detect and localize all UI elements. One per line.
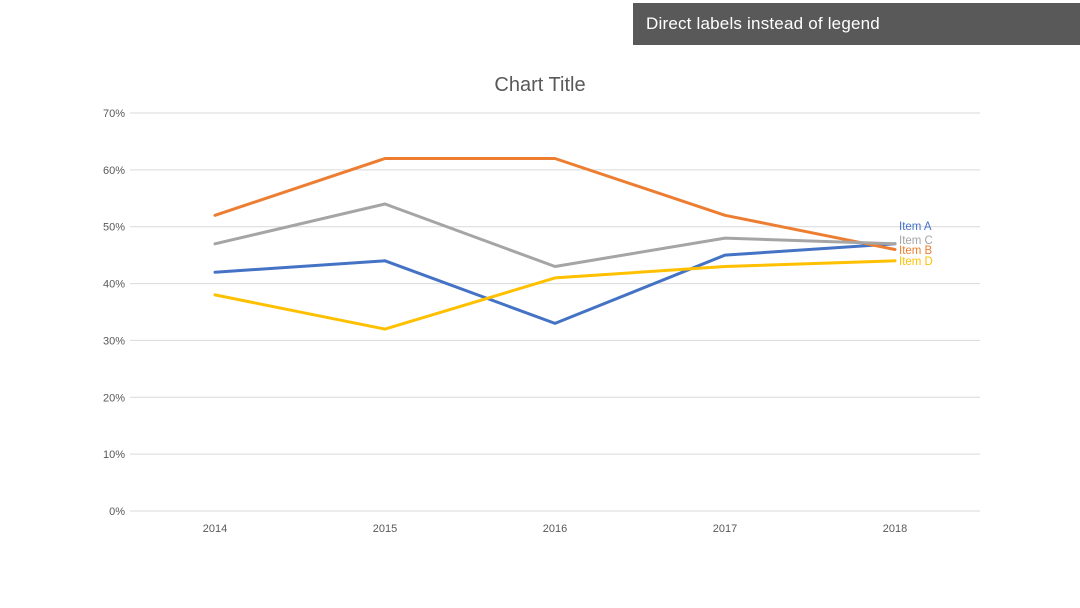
direct-label-item-b: Item B [899, 245, 933, 257]
y-tick-label: 30% [103, 335, 125, 347]
chart-title: Chart Title [494, 74, 586, 96]
direct-label-item-c: Item C [899, 235, 933, 247]
x-tick-label: 2018 [883, 523, 907, 535]
y-tick-label: 50% [103, 222, 125, 234]
y-tick-label: 20% [103, 392, 125, 404]
header-banner: Direct labels instead of legend [633, 3, 1080, 45]
x-tick-label: 2014 [203, 523, 227, 535]
y-tick-label: 60% [103, 165, 125, 177]
direct-label-item-d: Item D [899, 256, 933, 268]
x-tick-label: 2015 [373, 523, 397, 535]
series-line-item-b [213, 157, 897, 251]
direct-label-item-a: Item A [899, 221, 932, 233]
y-tick-label: 70% [103, 108, 125, 120]
y-tick-label: 0% [109, 506, 125, 518]
banner-title: Direct labels instead of legend [646, 14, 880, 33]
series-line-item-a [213, 242, 897, 325]
series-line-item-d [213, 259, 897, 331]
x-tick-label: 2016 [543, 523, 567, 535]
series-line-item-c [213, 202, 897, 268]
y-tick-label: 40% [103, 279, 125, 291]
x-tick-label: 2017 [713, 523, 737, 535]
y-tick-label: 10% [103, 449, 125, 461]
